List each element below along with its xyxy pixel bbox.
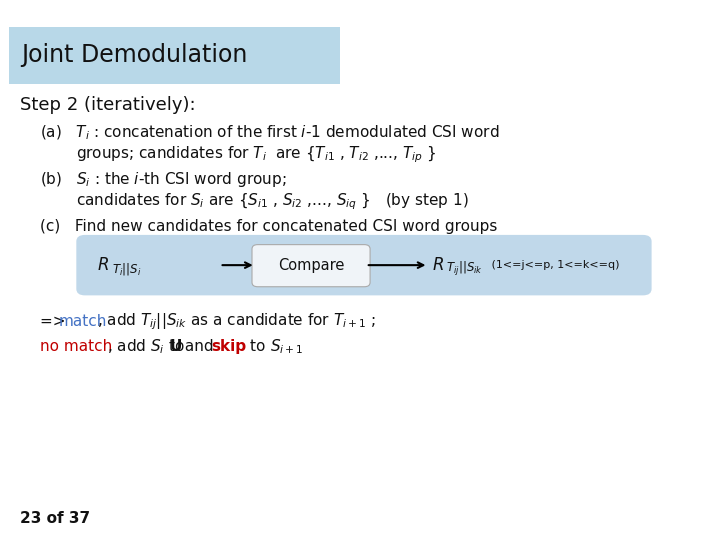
- Text: Step 2 (iteratively):: Step 2 (iteratively):: [20, 96, 196, 114]
- Text: Compare: Compare: [278, 258, 344, 273]
- FancyBboxPatch shape: [252, 245, 370, 287]
- Text: to $S_{i+1}$: to $S_{i+1}$: [245, 338, 303, 356]
- Text: 23 of 37: 23 of 37: [20, 511, 90, 526]
- FancyBboxPatch shape: [9, 27, 340, 84]
- Text: , add $S_i$ to: , add $S_i$ to: [107, 338, 185, 356]
- Text: $T_{i}||S_{i}$: $T_{i}||S_{i}$: [112, 261, 141, 278]
- Text: (b)   $S_i$ : the $i$-th CSI word group;: (b) $S_i$ : the $i$-th CSI word group;: [40, 170, 286, 189]
- Text: no match: no match: [40, 339, 112, 354]
- Text: , add $T_{ij}|$$|S_{ik}$ as a candidate for $T_{i+1}$ ;: , add $T_{ij}|$$|S_{ik}$ as a candidate …: [97, 311, 376, 332]
- Text: (c)   Find new candidates for concatenated CSI word groups: (c) Find new candidates for concatenated…: [40, 219, 497, 234]
- Text: groups; candidates for $T_i$  are {$T_{i1}$ , $T_{i2}$ ,..., $T_{ip}$ }: groups; candidates for $T_i$ are {$T_{i1…: [76, 145, 436, 165]
- Text: (1<=j<=p, 1<=k<=q): (1<=j<=p, 1<=k<=q): [488, 260, 620, 270]
- Text: Joint Demodulation: Joint Demodulation: [22, 43, 248, 68]
- Text: $R$: $R$: [97, 256, 109, 274]
- Text: match: match: [59, 314, 107, 329]
- Text: candidates for $S_i$ are {$S_{i1}$ , $S_{i2}$ ,..., $S_{iq}$ }   (by step 1): candidates for $S_i$ are {$S_{i1}$ , $S_…: [76, 192, 468, 212]
- Text: skip: skip: [212, 339, 247, 354]
- FancyBboxPatch shape: [76, 235, 652, 295]
- Text: $T_{ij}||S_{ik}$: $T_{ij}||S_{ik}$: [446, 260, 483, 279]
- Text: U: U: [170, 339, 182, 354]
- Text: (a)   $T_i$ : concatenation of the first $i$-1 demodulated CSI word: (a) $T_i$ : concatenation of the first $…: [40, 123, 499, 141]
- Text: =>: =>: [40, 314, 70, 329]
- Text: and: and: [180, 339, 218, 354]
- Text: $R$: $R$: [432, 256, 444, 274]
